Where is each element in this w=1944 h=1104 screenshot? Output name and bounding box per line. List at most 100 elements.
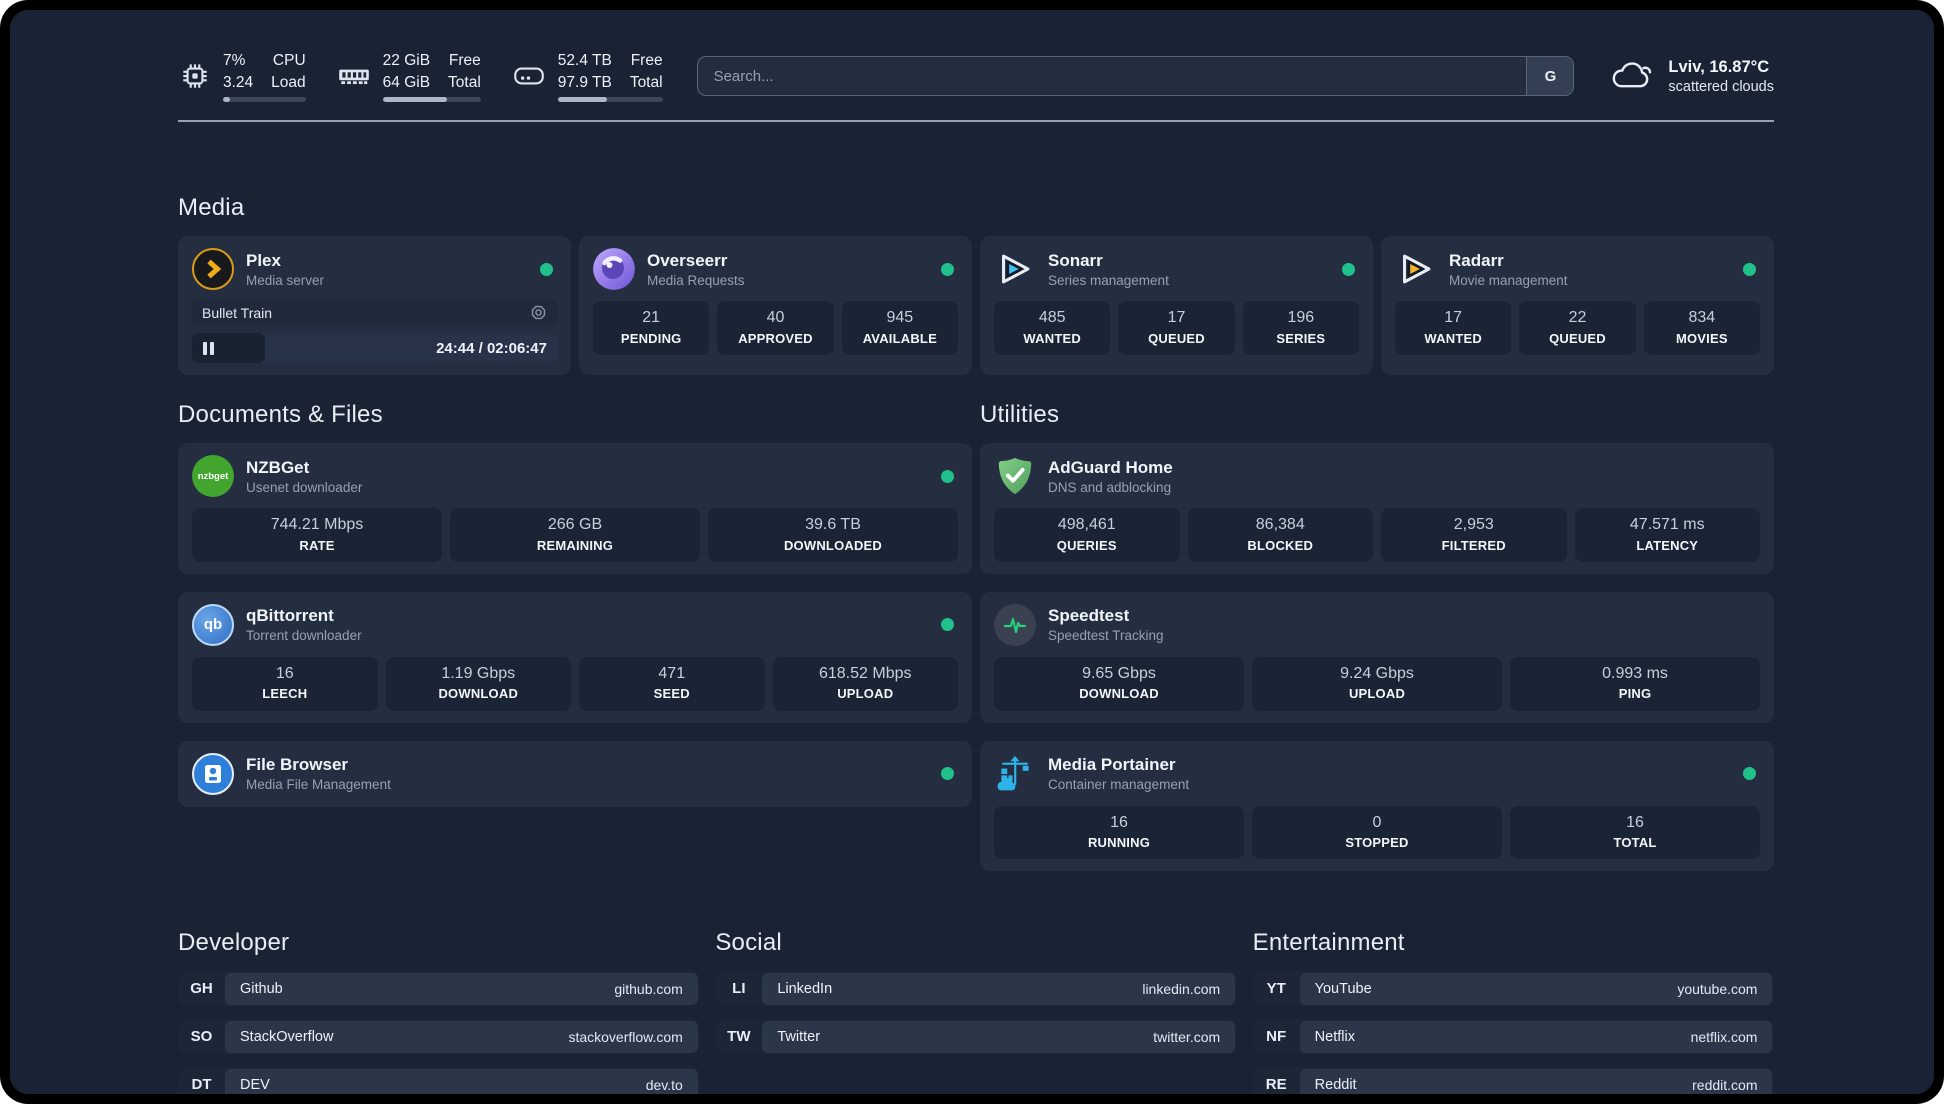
- app-subtitle: DNS and adblocking: [1048, 479, 1172, 495]
- bookmark-abbr: GH: [190, 980, 213, 998]
- status-dot: [941, 767, 954, 781]
- weather-widget: Lviv, 16.87°C scattered clouds: [1608, 58, 1774, 95]
- bookmark-url: reddit.com: [1692, 1076, 1758, 1093]
- app-subtitle: Container management: [1048, 776, 1190, 792]
- app-subtitle: Series management: [1048, 272, 1169, 288]
- cloud-icon: [1608, 58, 1656, 94]
- section-title-social: Social: [715, 929, 782, 957]
- bookmark-url: linkedin.com: [1142, 980, 1221, 997]
- speedtest-card[interactable]: Speedtest Speedtest Tracking 9.65 Gbps D…: [980, 591, 1774, 723]
- bookmark-abbr: RE: [1265, 1076, 1287, 1094]
- bookmark-stackoverflow[interactable]: SO StackOverflow stackoverflow.com: [178, 1019, 700, 1055]
- plex-card[interactable]: Plex Media server Bullet Train: [178, 236, 571, 376]
- search-input[interactable]: [697, 57, 1527, 96]
- section-title-entertainment: Entertainment: [1252, 929, 1405, 957]
- app-name: Sonarr: [1048, 250, 1103, 270]
- stat-downloaded: 39.6 TB DOWNLOADED: [708, 508, 958, 562]
- playback-time: 24:44 / 02:06:47: [436, 339, 547, 357]
- disk-free-value: 52.4 TB: [557, 52, 612, 69]
- stat-running: 16 RUNNING: [994, 805, 1244, 860]
- bookmark-netflix[interactable]: NF Netflix netflix.com: [1252, 1019, 1774, 1055]
- stat-latency: 47.571 ms LATENCY: [1574, 508, 1760, 562]
- bookmark-youtube[interactable]: YT YouTube youtube.com: [1252, 971, 1774, 1007]
- app-subtitle: Movie management: [1449, 272, 1568, 288]
- stat-filtered: 2,953 FILTERED: [1381, 508, 1567, 562]
- status-dot: [1342, 262, 1355, 276]
- stat-download: 1.19 Gbps DOWNLOAD: [385, 656, 571, 711]
- bookmark-name: LinkedIn: [777, 980, 833, 997]
- app-name: Radarr: [1449, 250, 1504, 270]
- app-name: File Browser: [246, 754, 349, 774]
- search-engine-button[interactable]: G: [1526, 57, 1574, 96]
- bookmark-url: youtube.com: [1677, 980, 1758, 997]
- stat-blocked: 86,384 BLOCKED: [1187, 508, 1373, 562]
- cpu-progress-fill: [223, 97, 230, 103]
- bookmark-abbr: TW: [727, 1028, 751, 1046]
- ram-free-value: 22 GiB: [382, 52, 431, 69]
- bookmark-linkedin[interactable]: LI LinkedIn linkedin.com: [715, 971, 1237, 1007]
- section-utilities: Utilities AdGuard H: [980, 401, 1774, 872]
- app-name: NZBGet: [246, 457, 310, 477]
- plex-icon: [192, 248, 234, 291]
- section-documents: Documents & Files nzbget NZBGet Usenet d…: [178, 401, 972, 871]
- gear-icon[interactable]: [530, 304, 547, 321]
- filebrowser-card[interactable]: File Browser Media File Management: [178, 740, 972, 807]
- weather-location: Lviv, 16.87°C: [1668, 57, 1770, 76]
- bookmark-name: Netflix: [1314, 1028, 1355, 1045]
- radarr-card[interactable]: Radarr Movie management 17 WANTED 22 QUE…: [1381, 236, 1774, 376]
- stat-wanted: 485 WANTED: [994, 301, 1111, 355]
- app-name: Speedtest: [1048, 606, 1130, 626]
- cpu-load-value: 3.24: [223, 73, 254, 91]
- stat-queued: 22 QUEUED: [1519, 301, 1636, 355]
- bookmark-url: netflix.com: [1690, 1028, 1758, 1045]
- status-dot: [941, 262, 954, 276]
- stat-approved: 40 APPROVED: [717, 301, 834, 355]
- qbittorrent-icon: qb: [192, 603, 234, 646]
- stat-seed: 471 SEED: [579, 656, 765, 711]
- bookmark-reddit[interactable]: RE Reddit reddit.com: [1252, 1067, 1774, 1094]
- cpu-usage-value: 7%: [223, 52, 246, 69]
- section-title-media: Media: [178, 194, 245, 222]
- stat-ping: 0.993 ms PING: [1510, 656, 1760, 711]
- pause-icon[interactable]: [203, 341, 214, 355]
- ram-free-label: Free: [448, 52, 481, 69]
- playback-progress-bar[interactable]: 24:44 / 02:06:47: [192, 333, 557, 364]
- now-playing-title: Bullet Train: [202, 304, 273, 321]
- stat-wanted: 17 WANTED: [1395, 301, 1512, 355]
- adguard-card[interactable]: AdGuard Home DNS and adblocking 498,461 …: [980, 443, 1774, 574]
- radarr-icon: [1395, 248, 1437, 290]
- bookmark-url: github.com: [614, 980, 683, 997]
- bookmark-abbr: YT: [1266, 980, 1286, 998]
- stat-upload: 618.52 Mbps UPLOAD: [772, 656, 958, 711]
- sonarr-card[interactable]: Sonarr Series management 485 WANTED 17 Q…: [980, 236, 1373, 376]
- bookmark-url: dev.to: [645, 1076, 683, 1093]
- bookmark-github[interactable]: GH Github github.com: [178, 971, 700, 1007]
- stat-total: 16 TOTAL: [1510, 805, 1760, 860]
- search-bar: G: [696, 56, 1575, 97]
- nzbget-card[interactable]: nzbget NZBGet Usenet downloader 744.21 M…: [178, 443, 972, 574]
- overseerr-icon: [593, 248, 635, 291]
- bookmark-abbr: DT: [191, 1076, 212, 1094]
- stat-available: 945 AVAILABLE: [841, 301, 958, 355]
- portainer-card[interactable]: Media Portainer Container management 16 …: [980, 740, 1774, 872]
- section-title-documents: Documents & Files: [178, 401, 383, 429]
- qbittorrent-card[interactable]: qb qBittorrent Torrent downloader 16 LEE…: [178, 591, 972, 723]
- stat-download: 9.65 Gbps DOWNLOAD: [994, 656, 1244, 711]
- app-name: qBittorrent: [246, 606, 334, 626]
- bookmark-url: twitter.com: [1153, 1028, 1221, 1045]
- bookmark-dev[interactable]: DT DEV dev.to: [178, 1067, 700, 1094]
- stat-queued: 17 QUEUED: [1118, 301, 1235, 355]
- disk-free-label: Free: [630, 52, 663, 69]
- weather-condition: scattered clouds: [1668, 78, 1774, 95]
- cpu-progress-bar: [223, 97, 306, 103]
- stat-pending: 21 PENDING: [593, 301, 710, 355]
- bookmark-name: Twitter: [777, 1028, 821, 1045]
- sonarr-icon: [994, 248, 1036, 290]
- overseerr-card[interactable]: Overseerr Media Requests 21 PENDING 40 A…: [579, 236, 972, 376]
- bookmark-name: DEV: [240, 1076, 270, 1093]
- cpu-icon: [178, 59, 212, 93]
- bookmark-twitter[interactable]: TW Twitter twitter.com: [715, 1019, 1237, 1055]
- stat-rate: 744.21 Mbps RATE: [192, 508, 442, 562]
- app-subtitle: Torrent downloader: [246, 628, 362, 644]
